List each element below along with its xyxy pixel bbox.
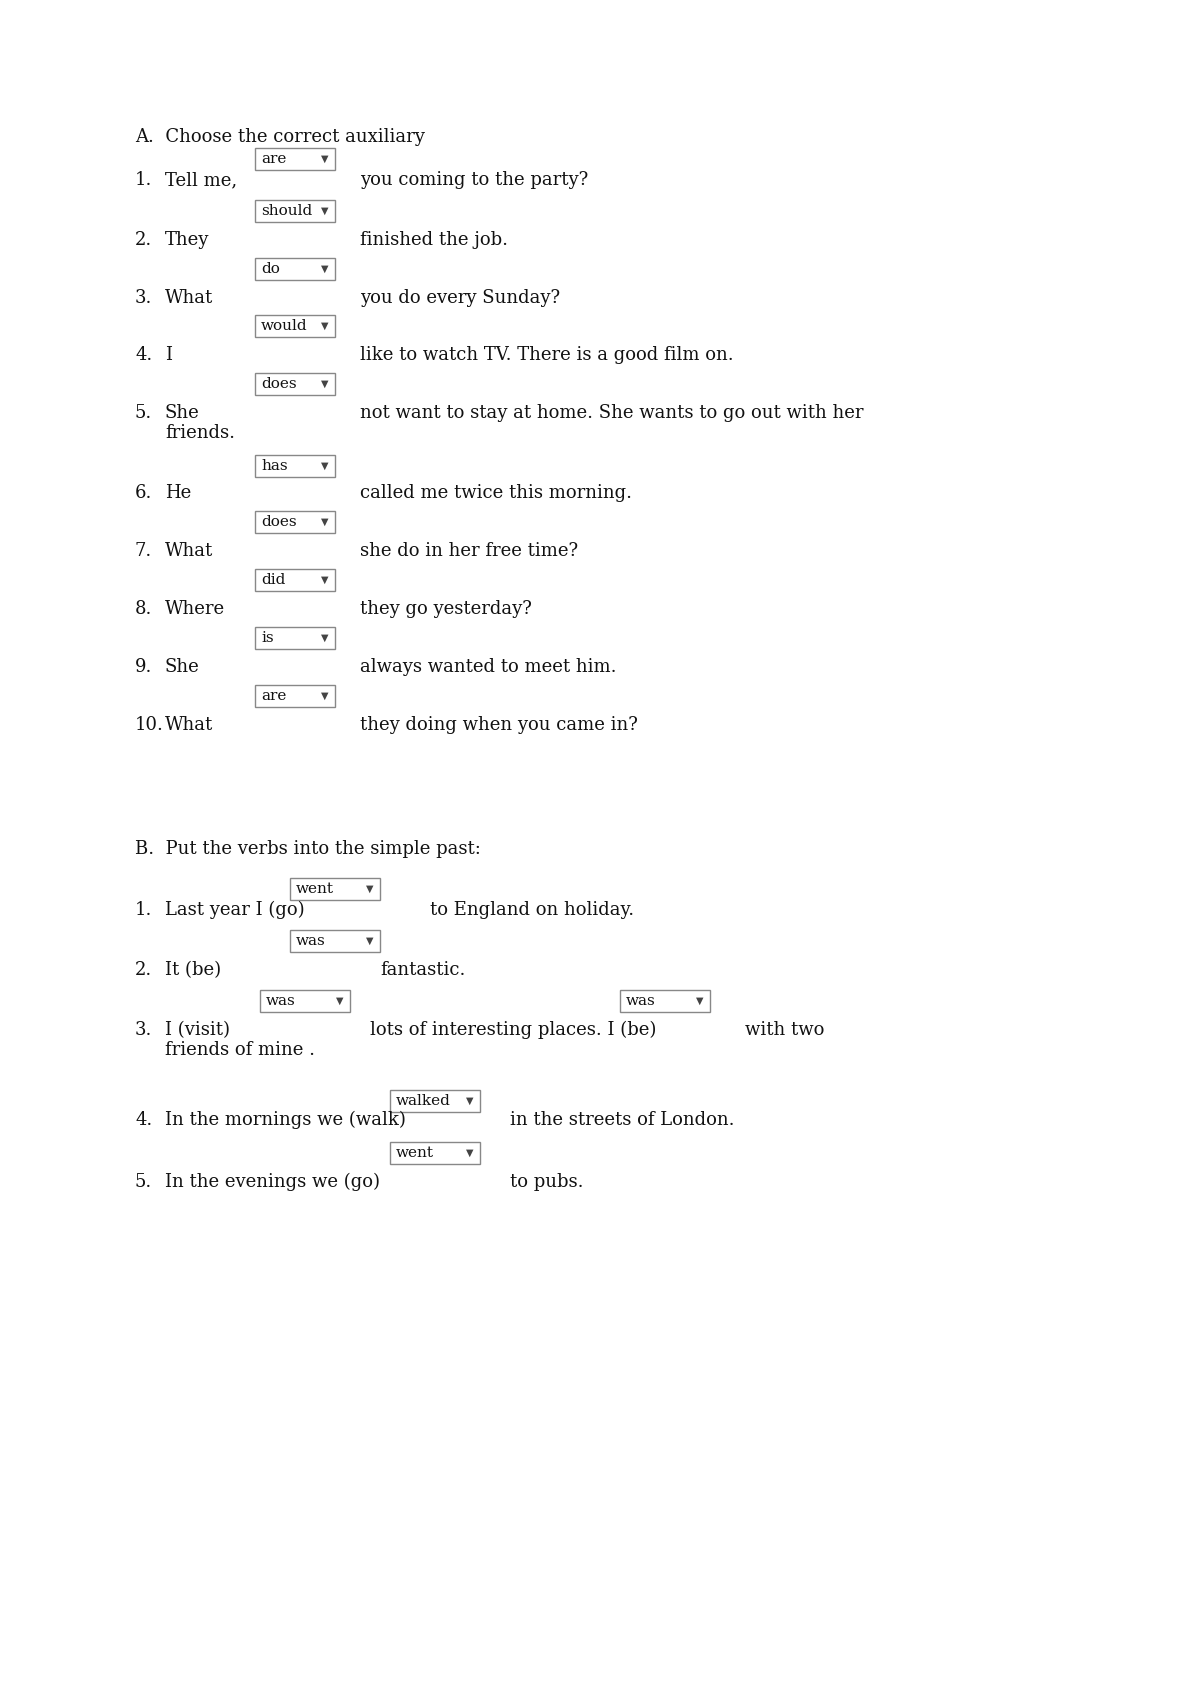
Bar xyxy=(256,627,335,649)
Text: 4.: 4. xyxy=(134,346,152,363)
Text: fantastic.: fantastic. xyxy=(380,961,466,980)
Text: B.  Put the verbs into the simple past:: B. Put the verbs into the simple past: xyxy=(134,841,481,857)
Text: ▼: ▼ xyxy=(366,885,373,895)
Text: ▼: ▼ xyxy=(696,997,703,1005)
Text: 2.: 2. xyxy=(134,231,152,250)
Text: 6.: 6. xyxy=(134,484,152,503)
Text: They: They xyxy=(166,231,209,250)
Text: was: was xyxy=(296,934,325,947)
Bar xyxy=(290,931,380,953)
Text: did: did xyxy=(262,572,286,588)
Text: What: What xyxy=(166,542,214,560)
Text: friends of mine .: friends of mine . xyxy=(166,1041,314,1060)
Text: she do in her free time?: she do in her free time? xyxy=(360,542,578,560)
Text: Where: Where xyxy=(166,599,226,618)
Text: not want to stay at home. She wants to go out with her: not want to stay at home. She wants to g… xyxy=(360,404,864,423)
Bar xyxy=(256,374,335,396)
Text: they go yesterday?: they go yesterday? xyxy=(360,599,532,618)
Bar xyxy=(256,200,335,222)
Text: In the mornings we (walk): In the mornings we (walk) xyxy=(166,1110,406,1129)
Text: She: She xyxy=(166,659,199,676)
Text: is: is xyxy=(262,632,274,645)
Text: walked: walked xyxy=(396,1094,451,1109)
Text: 5.: 5. xyxy=(134,404,152,423)
Text: 3.: 3. xyxy=(134,289,152,307)
Text: would: would xyxy=(262,319,307,333)
Bar xyxy=(256,316,335,336)
Text: they doing when you came in?: they doing when you came in? xyxy=(360,717,638,734)
Text: ▼: ▼ xyxy=(322,516,329,526)
Text: finished the job.: finished the job. xyxy=(360,231,508,250)
Text: 8.: 8. xyxy=(134,599,152,618)
Text: friends.: friends. xyxy=(166,424,235,441)
Text: ▼: ▼ xyxy=(467,1148,474,1158)
Text: 1.: 1. xyxy=(134,171,152,188)
Text: ▼: ▼ xyxy=(322,379,329,389)
Text: 2.: 2. xyxy=(134,961,152,980)
Text: ▼: ▼ xyxy=(322,155,329,165)
Text: was: was xyxy=(626,993,655,1009)
Bar xyxy=(620,990,710,1012)
Bar xyxy=(260,990,350,1012)
Text: ▼: ▼ xyxy=(467,1095,474,1105)
Text: 9.: 9. xyxy=(134,659,152,676)
Bar xyxy=(256,455,335,477)
Text: Last year I (go): Last year I (go) xyxy=(166,902,305,919)
Text: in the streets of London.: in the streets of London. xyxy=(510,1110,734,1129)
Text: with two: with two xyxy=(745,1020,824,1039)
Text: like to watch TV. There is a good film on.: like to watch TV. There is a good film o… xyxy=(360,346,733,363)
Text: always wanted to meet him.: always wanted to meet him. xyxy=(360,659,617,676)
Text: ▼: ▼ xyxy=(322,205,329,216)
Text: 3.: 3. xyxy=(134,1020,152,1039)
Text: 10.: 10. xyxy=(134,717,164,734)
Text: you coming to the party?: you coming to the party? xyxy=(360,171,588,188)
Text: 7.: 7. xyxy=(134,542,152,560)
Text: has: has xyxy=(262,458,288,474)
Text: you do every Sunday?: you do every Sunday? xyxy=(360,289,560,307)
Text: What: What xyxy=(166,289,214,307)
Text: went: went xyxy=(396,1146,434,1160)
Text: In the evenings we (go): In the evenings we (go) xyxy=(166,1173,380,1190)
Text: He: He xyxy=(166,484,191,503)
Text: She: She xyxy=(166,404,199,423)
Text: It (be): It (be) xyxy=(166,961,221,980)
Text: ▼: ▼ xyxy=(322,460,329,470)
Text: Tell me,: Tell me, xyxy=(166,171,238,188)
Text: are: are xyxy=(262,689,287,703)
Bar xyxy=(256,684,335,706)
Text: went: went xyxy=(296,881,334,897)
Text: I: I xyxy=(166,346,172,363)
Bar xyxy=(256,148,335,170)
Text: to pubs.: to pubs. xyxy=(510,1173,583,1190)
Bar xyxy=(256,258,335,280)
Text: does: does xyxy=(262,514,296,530)
Text: should: should xyxy=(262,204,312,217)
Text: ▼: ▼ xyxy=(366,936,373,946)
Text: to England on holiday.: to England on holiday. xyxy=(430,902,634,919)
Text: I (visit): I (visit) xyxy=(166,1020,230,1039)
Text: called me twice this morning.: called me twice this morning. xyxy=(360,484,632,503)
Bar xyxy=(256,569,335,591)
Text: ▼: ▼ xyxy=(336,997,343,1005)
Text: was: was xyxy=(266,993,295,1009)
Text: 4.: 4. xyxy=(134,1110,152,1129)
Text: ▼: ▼ xyxy=(322,633,329,644)
Bar xyxy=(290,878,380,900)
Text: A.  Choose the correct auxiliary: A. Choose the correct auxiliary xyxy=(134,127,425,146)
Text: What: What xyxy=(166,717,214,734)
Bar xyxy=(390,1143,480,1165)
Text: lots of interesting places. I (be): lots of interesting places. I (be) xyxy=(370,1020,656,1039)
Text: ▼: ▼ xyxy=(322,321,329,331)
Bar xyxy=(256,511,335,533)
Text: do: do xyxy=(262,261,280,277)
Text: ▼: ▼ xyxy=(322,263,329,273)
Text: does: does xyxy=(262,377,296,391)
Text: ▼: ▼ xyxy=(322,691,329,701)
Text: are: are xyxy=(262,153,287,166)
Text: ▼: ▼ xyxy=(322,576,329,586)
Bar xyxy=(390,1090,480,1112)
Text: 1.: 1. xyxy=(134,902,152,919)
Text: 5.: 5. xyxy=(134,1173,152,1190)
